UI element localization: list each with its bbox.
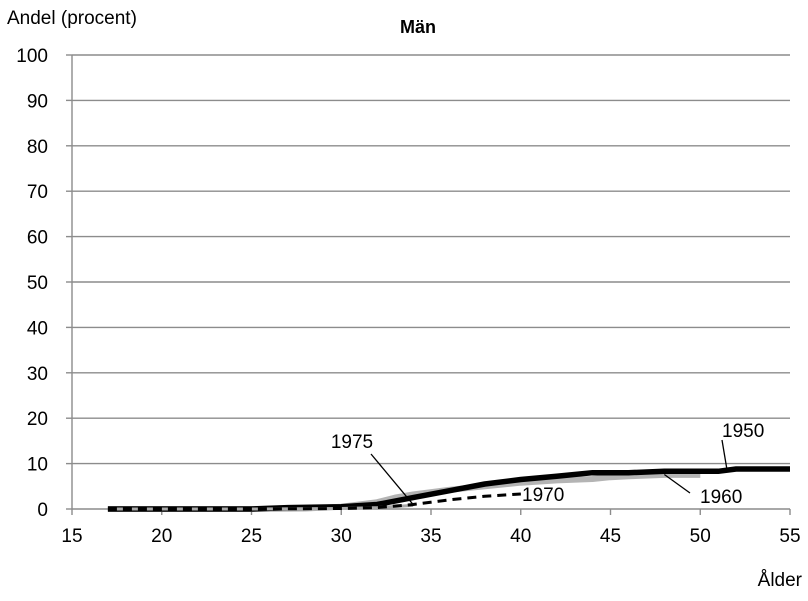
y-tick-label-40: 40 — [27, 318, 48, 339]
y-tick-label-10: 10 — [27, 455, 48, 476]
chart-title: Män — [400, 17, 436, 37]
x-tick-label-55: 55 — [779, 526, 800, 547]
y-tick-label-30: 30 — [27, 364, 48, 385]
y-tick-label-50: 50 — [27, 273, 48, 294]
y-tick-label-80: 80 — [27, 137, 48, 158]
x-tick-label-20: 20 — [151, 526, 172, 547]
x-tick-label-30: 30 — [331, 526, 352, 547]
series-line-1960 — [108, 475, 700, 509]
x-axis-label: Ålder — [758, 570, 803, 591]
annotation-label-1950: 1950 — [722, 421, 764, 442]
x-tick-label-50: 50 — [690, 526, 711, 547]
y-tick-label-20: 20 — [27, 409, 48, 430]
annotation-label-1970: 1970 — [522, 485, 564, 506]
y-tick-label-70: 70 — [27, 182, 48, 203]
annotation-label-1960: 1960 — [700, 487, 742, 508]
series-layer — [108, 469, 790, 509]
x-tick-label-25: 25 — [241, 526, 262, 547]
annotation-leader-1950 — [722, 440, 727, 471]
y-tick-label-0: 0 — [37, 500, 48, 521]
x-tick-label-45: 45 — [600, 526, 621, 547]
y-tick-label-90: 90 — [27, 91, 48, 112]
grid-layer — [72, 55, 790, 509]
x-tick-label-15: 15 — [61, 526, 82, 547]
x-tick-label-35: 35 — [420, 526, 441, 547]
annotation-label-1975: 1975 — [331, 432, 373, 453]
x-tick-label-40: 40 — [510, 526, 531, 547]
y-tick-label-100: 100 — [16, 46, 48, 67]
y-axis-label: Andel (procent) — [7, 8, 137, 29]
y-tick-label-60: 60 — [27, 228, 48, 249]
